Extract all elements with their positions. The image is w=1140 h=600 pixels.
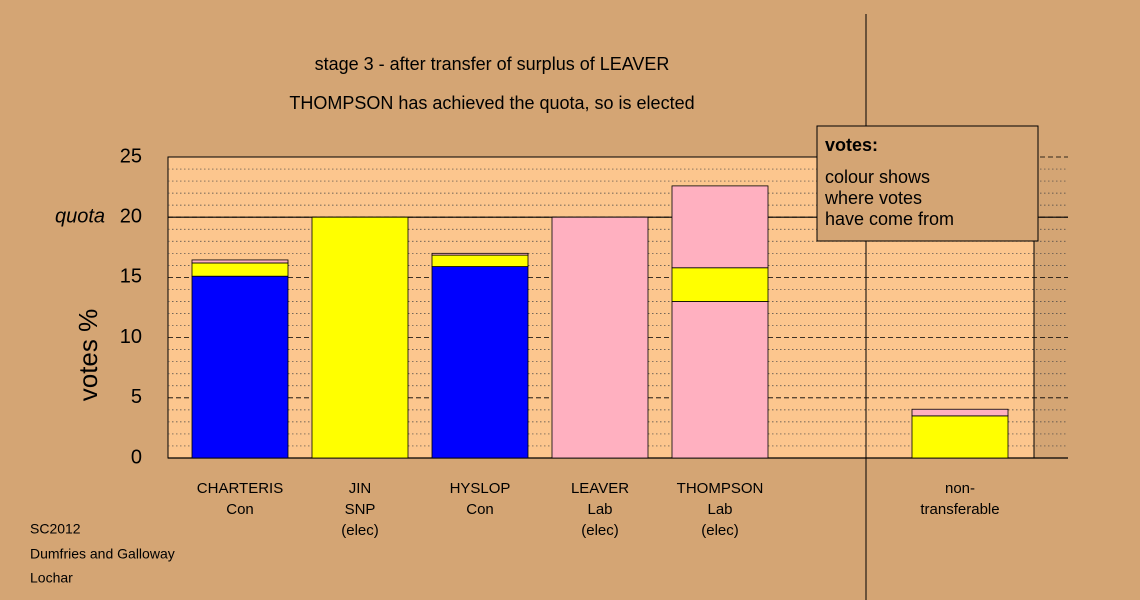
footer-text: Dumfries and Galloway	[30, 546, 175, 562]
x-tick-label: Con	[466, 501, 494, 518]
x-tick-label: HYSLOP	[450, 480, 511, 497]
x-tick-label: (elec)	[701, 522, 739, 539]
footer-text: SC2012	[30, 521, 81, 537]
x-tick-label: non-	[945, 480, 975, 497]
bar-segment	[551, 216, 649, 459]
x-tick-label: CHARTERIS	[197, 480, 283, 497]
footer-text: Lochar	[30, 570, 73, 586]
x-tick-label: (elec)	[581, 522, 619, 539]
bar-segment	[431, 254, 529, 267]
x-tick-label: SNP	[345, 501, 376, 518]
y-axis-label: votes %	[73, 309, 103, 402]
y-tick-label: 5	[131, 386, 142, 408]
x-tick-label: transferable	[920, 501, 999, 518]
note-title: votes:	[825, 135, 878, 155]
x-tick-label: LEAVER	[571, 480, 629, 497]
y-tick-label: 0	[131, 446, 142, 468]
x-tick-label: THOMPSON	[677, 480, 764, 497]
bar-segment	[431, 266, 529, 459]
bar-segment	[311, 216, 409, 459]
x-tick-label: Con	[226, 501, 254, 518]
note-box	[816, 125, 1039, 242]
y-tick-label: 20	[120, 205, 142, 227]
chart-title: stage 3 - after transfer of surplus of L…	[315, 54, 670, 74]
labels: 0 5 10 15 20 25 quota CHARTERIS Con JIN SNP (elec) H…	[55, 145, 1000, 539]
y-tick-label: 25	[120, 145, 142, 167]
bar-segment	[191, 262, 289, 277]
note-line: have come from	[825, 209, 954, 229]
x-tick-label: Lab	[587, 501, 612, 518]
bars	[191, 185, 1009, 459]
x-tick-label: Lab	[707, 501, 732, 518]
bar-segment	[911, 415, 1009, 459]
quota-label: quota	[55, 205, 105, 227]
note-line: where votes	[824, 188, 922, 208]
x-tick-label: JIN	[349, 480, 372, 497]
bar-segment	[191, 275, 289, 459]
chart-subtitle: THOMPSON has achieved the quota, so is e…	[289, 93, 694, 113]
note-line: colour shows	[825, 167, 930, 187]
bar-segment	[431, 252, 529, 256]
y-tick-label: 15	[120, 266, 142, 288]
bar-segment	[191, 259, 289, 264]
bar-segment	[671, 301, 769, 459]
bar-segment	[671, 185, 769, 269]
bar-segment	[671, 267, 769, 302]
x-tick-label: (elec)	[341, 522, 379, 539]
y-tick-label: 10	[120, 326, 142, 348]
bar-segment	[911, 408, 1009, 417]
